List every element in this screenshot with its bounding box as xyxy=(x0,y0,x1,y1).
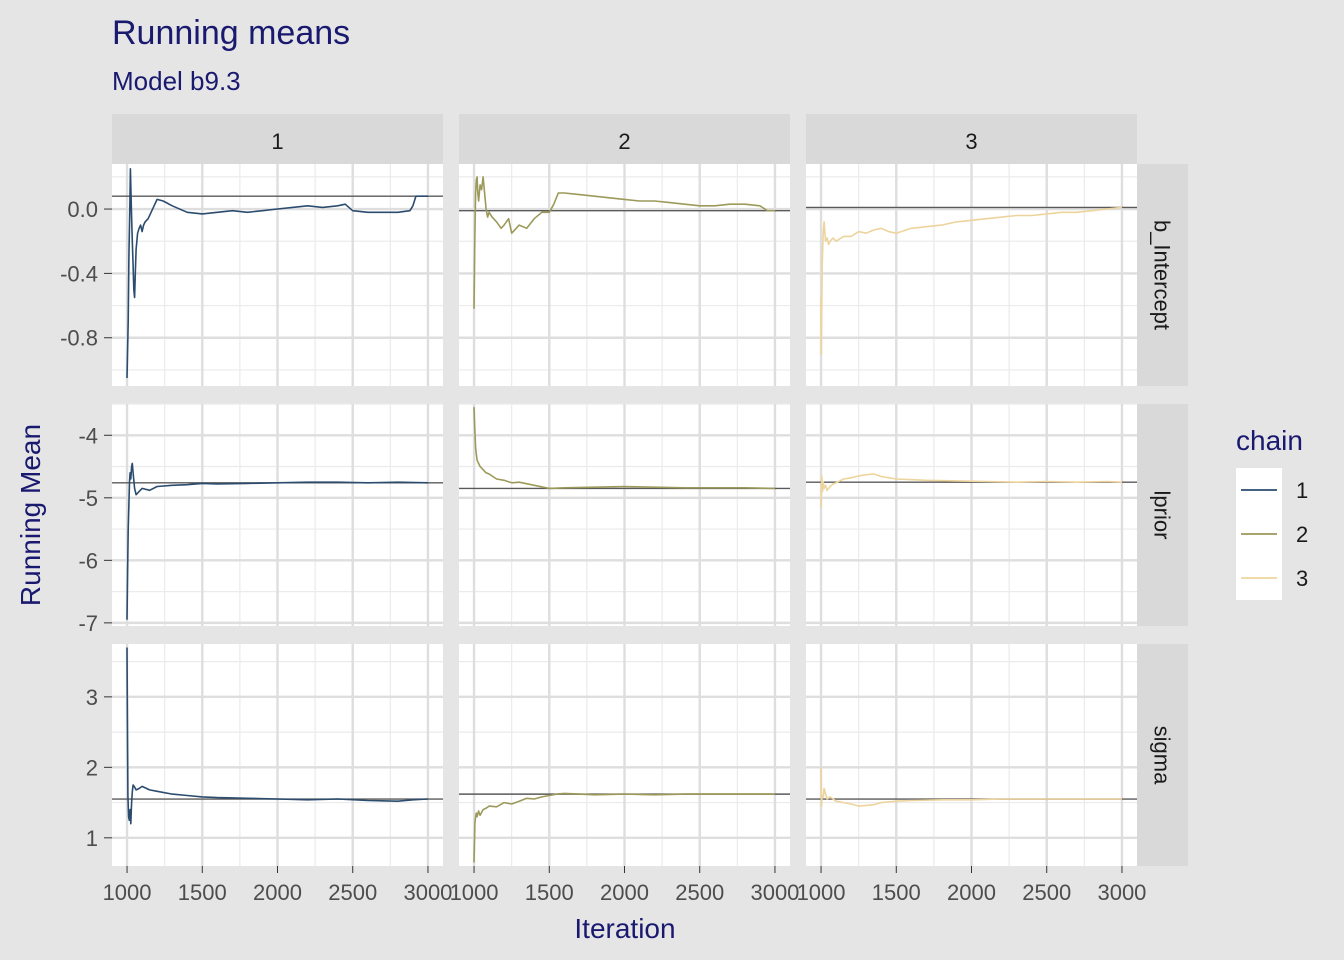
panel-sigma-chain-1 xyxy=(112,644,443,866)
x-tick-label: 1500 xyxy=(872,880,921,905)
panel-sigma-chain-2 xyxy=(459,644,790,866)
x-tick-label: 1000 xyxy=(450,880,499,905)
x-tick-label: 2000 xyxy=(253,880,302,905)
x-tick-label: 3000 xyxy=(1097,880,1146,905)
y-tick-label: 3 xyxy=(86,685,98,710)
y-tick-label: -6 xyxy=(78,548,98,573)
running-mean-line-chain-1 xyxy=(126,462,429,620)
y-tick-label: 0.0 xyxy=(67,197,98,222)
x-tick-label: 2000 xyxy=(600,880,649,905)
panel-lprior-chain-3 xyxy=(806,403,1137,626)
running-mean-line-chain-3 xyxy=(820,473,1123,508)
running-mean-line-chain-3 xyxy=(820,767,1122,807)
row-strip-label: lprior xyxy=(1150,491,1175,540)
y-tick-label: 1 xyxy=(86,826,98,851)
row-strip-label: sigma xyxy=(1150,726,1175,785)
running-mean-line-chain-2 xyxy=(473,792,775,863)
y-tick-label: -0.4 xyxy=(60,261,98,286)
column-strip-label: 3 xyxy=(965,129,977,154)
y-tick-label: -0.8 xyxy=(60,326,98,351)
x-tick-label: 2500 xyxy=(328,880,377,905)
running-mean-line-chain-3 xyxy=(820,206,1123,355)
panel-sigma-chain-3 xyxy=(806,644,1137,866)
row-strip-b_Intercept xyxy=(1137,164,1188,386)
column-strip-1 xyxy=(112,114,443,164)
legend-title: chain xyxy=(1236,425,1303,456)
x-tick-label: 2000 xyxy=(947,880,996,905)
x-tick-label: 1000 xyxy=(103,880,152,905)
legend: chain 1 2 3 xyxy=(1236,425,1308,600)
x-tick-label: 1500 xyxy=(525,880,574,905)
x-tick-label: 3000 xyxy=(750,880,799,905)
y-tick-label: -7 xyxy=(78,611,98,636)
chart-subtitle: Model b9.3 xyxy=(112,66,241,96)
chart-title: Running means xyxy=(112,14,350,52)
legend-label: 1 xyxy=(1296,478,1308,503)
panel-lprior-chain-2 xyxy=(459,403,790,626)
column-strip-2 xyxy=(459,114,790,164)
x-tick-label: 1500 xyxy=(178,880,227,905)
column-strip-label: 1 xyxy=(271,129,283,154)
row-strip-lprior xyxy=(1137,404,1188,626)
legend-label: 2 xyxy=(1296,522,1308,547)
running-mean-line-chain-2 xyxy=(473,176,775,309)
y-tick-label: -5 xyxy=(78,486,98,511)
row-strip-sigma xyxy=(1137,644,1188,866)
x-tick-label: 2500 xyxy=(675,880,724,905)
panel-b_Intercept-chain-3 xyxy=(806,164,1137,386)
x-tick-label: 2500 xyxy=(1022,880,1071,905)
y-tick-label: -4 xyxy=(78,423,98,448)
x-tick-label: 1000 xyxy=(797,880,846,905)
y-axis-title: Running Mean xyxy=(15,424,46,606)
facet-grid: 1 2 3 b_Intercept 0.0 -0.4 -0.8 lprior -4 -5 -6 -7 s… xyxy=(60,114,1188,905)
running-mean-line-chain-2 xyxy=(473,407,776,490)
y-tick-label: 2 xyxy=(86,755,98,780)
panel-b_Intercept-chain-2 xyxy=(459,164,790,386)
running-mean-line-chain-1 xyxy=(126,168,428,379)
x-tick-label: 3000 xyxy=(403,880,452,905)
legend-label: 3 xyxy=(1296,566,1308,591)
panel-b_Intercept-chain-1 xyxy=(112,164,443,386)
row-strip-label: b_Intercept xyxy=(1150,220,1175,330)
panel-lprior-chain-1 xyxy=(112,403,443,626)
column-strip-3 xyxy=(806,114,1137,164)
x-axis-title: Iteration xyxy=(574,913,675,944)
running-mean-line-chain-1 xyxy=(126,647,429,825)
column-strip-label: 2 xyxy=(618,129,630,154)
